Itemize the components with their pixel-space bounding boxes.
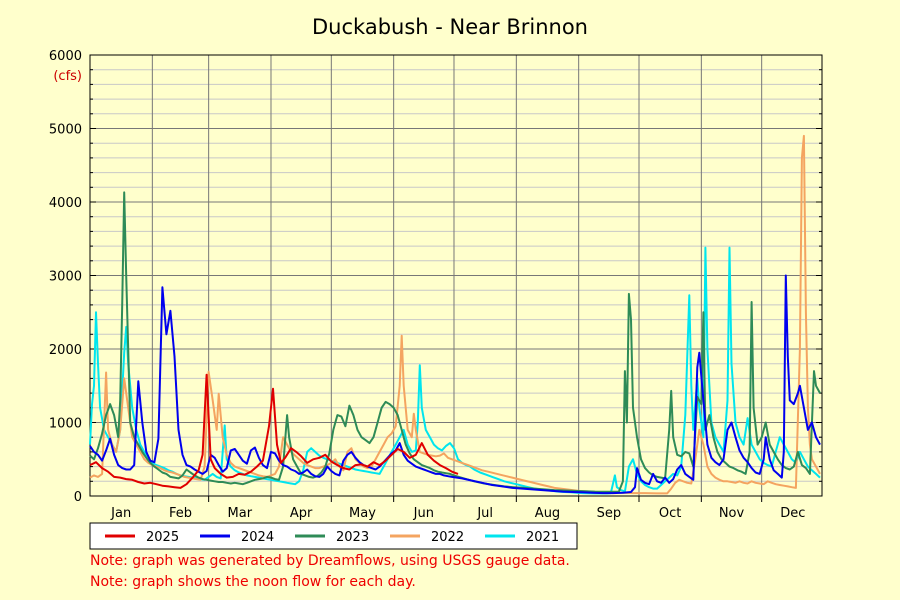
note-data-source: Note: graph was generated by Dreamflows,… <box>90 553 570 569</box>
series-line-2024 <box>89 274 821 495</box>
y-tick-label: 1000 <box>49 417 82 432</box>
month-label: Nov <box>719 506 745 521</box>
month-label: Jan <box>110 506 131 521</box>
y-tick-label: 0 <box>74 490 82 505</box>
legend-label-2025: 2025 <box>146 530 179 545</box>
series-lines <box>89 134 821 495</box>
chart-title: Duckabush - Near Brinnon <box>312 15 588 39</box>
legend: 2025 2024 2023 2022 2021 <box>89 522 578 550</box>
month-label: Feb <box>169 506 192 521</box>
y-tick-label: 3000 <box>49 270 82 285</box>
series-line-2023 <box>89 191 821 493</box>
month-label: Dec <box>780 506 805 521</box>
month-label: May <box>349 506 376 521</box>
month-label: Sep <box>597 506 622 521</box>
series-line-2025 <box>89 373 459 489</box>
y-tick-label: 4000 <box>49 196 82 211</box>
y-tick-label: 2000 <box>49 343 82 358</box>
note-noon-flow: Note: graph shows the noon flow for each… <box>90 574 416 590</box>
month-label: Oct <box>659 506 681 521</box>
legend-label-2023: 2023 <box>336 530 369 545</box>
month-label: Jul <box>476 506 493 521</box>
month-label: Apr <box>290 506 313 521</box>
y-tick-label: 5000 <box>49 123 82 138</box>
y-tick-label: 6000 <box>49 49 82 64</box>
series-line-2022 <box>89 134 821 495</box>
legend-label-2021: 2021 <box>526 530 559 545</box>
legend-label-2022: 2022 <box>431 530 464 545</box>
month-label: Aug <box>535 506 560 521</box>
axes: 0 1000 2000 3000 4000 5000 6000 Jan Feb Mar Apr May… <box>49 49 822 521</box>
month-label: Mar <box>228 506 253 521</box>
month-label: Jun <box>413 506 434 521</box>
legend-label-2024: 2024 <box>241 530 274 545</box>
y-axis-unit-label: (cfs) <box>53 69 82 84</box>
